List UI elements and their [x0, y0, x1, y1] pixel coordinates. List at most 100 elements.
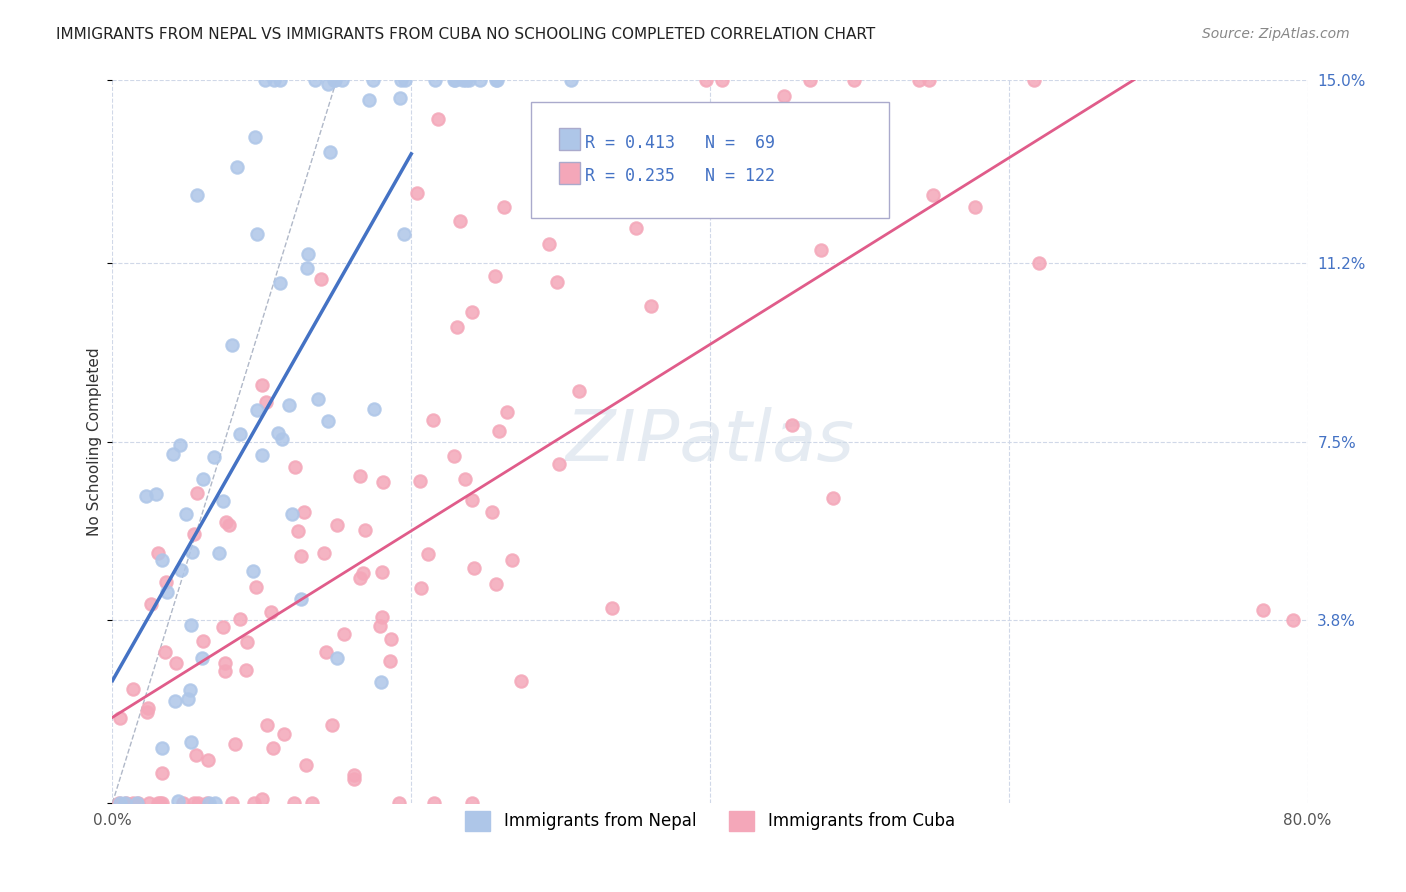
Point	[155, 574, 177, 589]
Point	[121, 681, 143, 696]
Point	[368, 619, 391, 633]
Point	[460, 796, 482, 810]
Point	[485, 73, 508, 87]
Point	[191, 634, 214, 648]
FancyBboxPatch shape	[560, 162, 579, 184]
Point	[229, 427, 252, 442]
Point	[184, 747, 207, 762]
Point	[330, 73, 353, 87]
Point	[389, 91, 412, 105]
Point	[1022, 73, 1045, 87]
Point	[284, 460, 307, 475]
Point	[373, 475, 395, 489]
Point	[488, 425, 510, 439]
Point	[863, 155, 886, 169]
Point	[720, 197, 742, 211]
Point	[734, 148, 756, 162]
Point	[115, 796, 138, 810]
Point	[394, 227, 416, 241]
Point	[150, 552, 173, 566]
Point	[263, 73, 285, 87]
Text: Source: ZipAtlas.com: Source: ZipAtlas.com	[1202, 27, 1350, 41]
Point	[290, 549, 312, 563]
Point	[484, 577, 506, 591]
Point	[463, 560, 485, 574]
Y-axis label: No Schooling Completed: No Schooling Completed	[87, 347, 103, 536]
Point	[494, 200, 516, 214]
Point	[180, 545, 202, 559]
Point	[262, 740, 284, 755]
Point	[546, 275, 568, 289]
Point	[292, 505, 315, 519]
Point	[122, 796, 145, 810]
Point	[250, 448, 273, 462]
Point	[156, 585, 179, 599]
Point	[146, 796, 169, 810]
Point	[295, 758, 318, 772]
Point	[380, 632, 402, 646]
Point	[537, 236, 560, 251]
Point	[416, 547, 439, 561]
Point	[225, 161, 247, 175]
Point	[254, 395, 277, 409]
Point	[325, 651, 347, 665]
Point	[1281, 613, 1303, 627]
Point	[153, 645, 176, 659]
Point	[1028, 256, 1050, 270]
Point	[281, 507, 304, 521]
Point	[780, 418, 803, 433]
Point	[150, 765, 173, 780]
Point	[125, 796, 148, 810]
Point	[260, 605, 283, 619]
Point	[451, 73, 474, 87]
Point	[481, 505, 503, 519]
Point	[309, 272, 332, 286]
Point	[568, 384, 591, 399]
Point	[221, 338, 243, 352]
Point	[918, 73, 941, 87]
Point	[191, 651, 214, 665]
Point	[388, 796, 411, 810]
Point	[250, 378, 273, 392]
Point	[624, 220, 647, 235]
Point	[449, 214, 471, 228]
Point	[271, 432, 294, 446]
Point	[600, 156, 623, 170]
Point	[461, 305, 484, 319]
Point	[187, 796, 209, 810]
Point	[208, 545, 231, 559]
Point	[245, 130, 267, 145]
Point	[246, 227, 269, 242]
Point	[842, 73, 865, 87]
Point	[307, 392, 329, 406]
Point	[180, 734, 202, 748]
Point	[149, 796, 172, 810]
Point	[197, 753, 219, 767]
Point	[965, 200, 987, 214]
Point	[666, 174, 689, 188]
Point	[138, 796, 160, 810]
Point	[135, 489, 157, 503]
Point	[907, 73, 929, 87]
Point	[108, 711, 131, 725]
Point	[461, 492, 484, 507]
Point	[127, 796, 149, 810]
Point	[352, 566, 374, 580]
Point	[172, 796, 194, 810]
Point	[470, 73, 492, 87]
Point	[422, 413, 444, 427]
Point	[186, 187, 208, 202]
Point	[146, 546, 169, 560]
Point	[214, 656, 236, 670]
Point	[378, 654, 401, 668]
Point	[214, 664, 236, 678]
Point	[361, 73, 384, 87]
Text: ZIPatlas: ZIPatlas	[565, 407, 855, 476]
Point	[496, 405, 519, 419]
Point	[454, 472, 477, 486]
Legend: Immigrants from Nepal, Immigrants from Cuba: Immigrants from Nepal, Immigrants from C…	[458, 805, 962, 838]
Point	[363, 402, 385, 417]
Point	[108, 796, 131, 810]
Point	[810, 244, 832, 258]
Point	[180, 618, 202, 632]
